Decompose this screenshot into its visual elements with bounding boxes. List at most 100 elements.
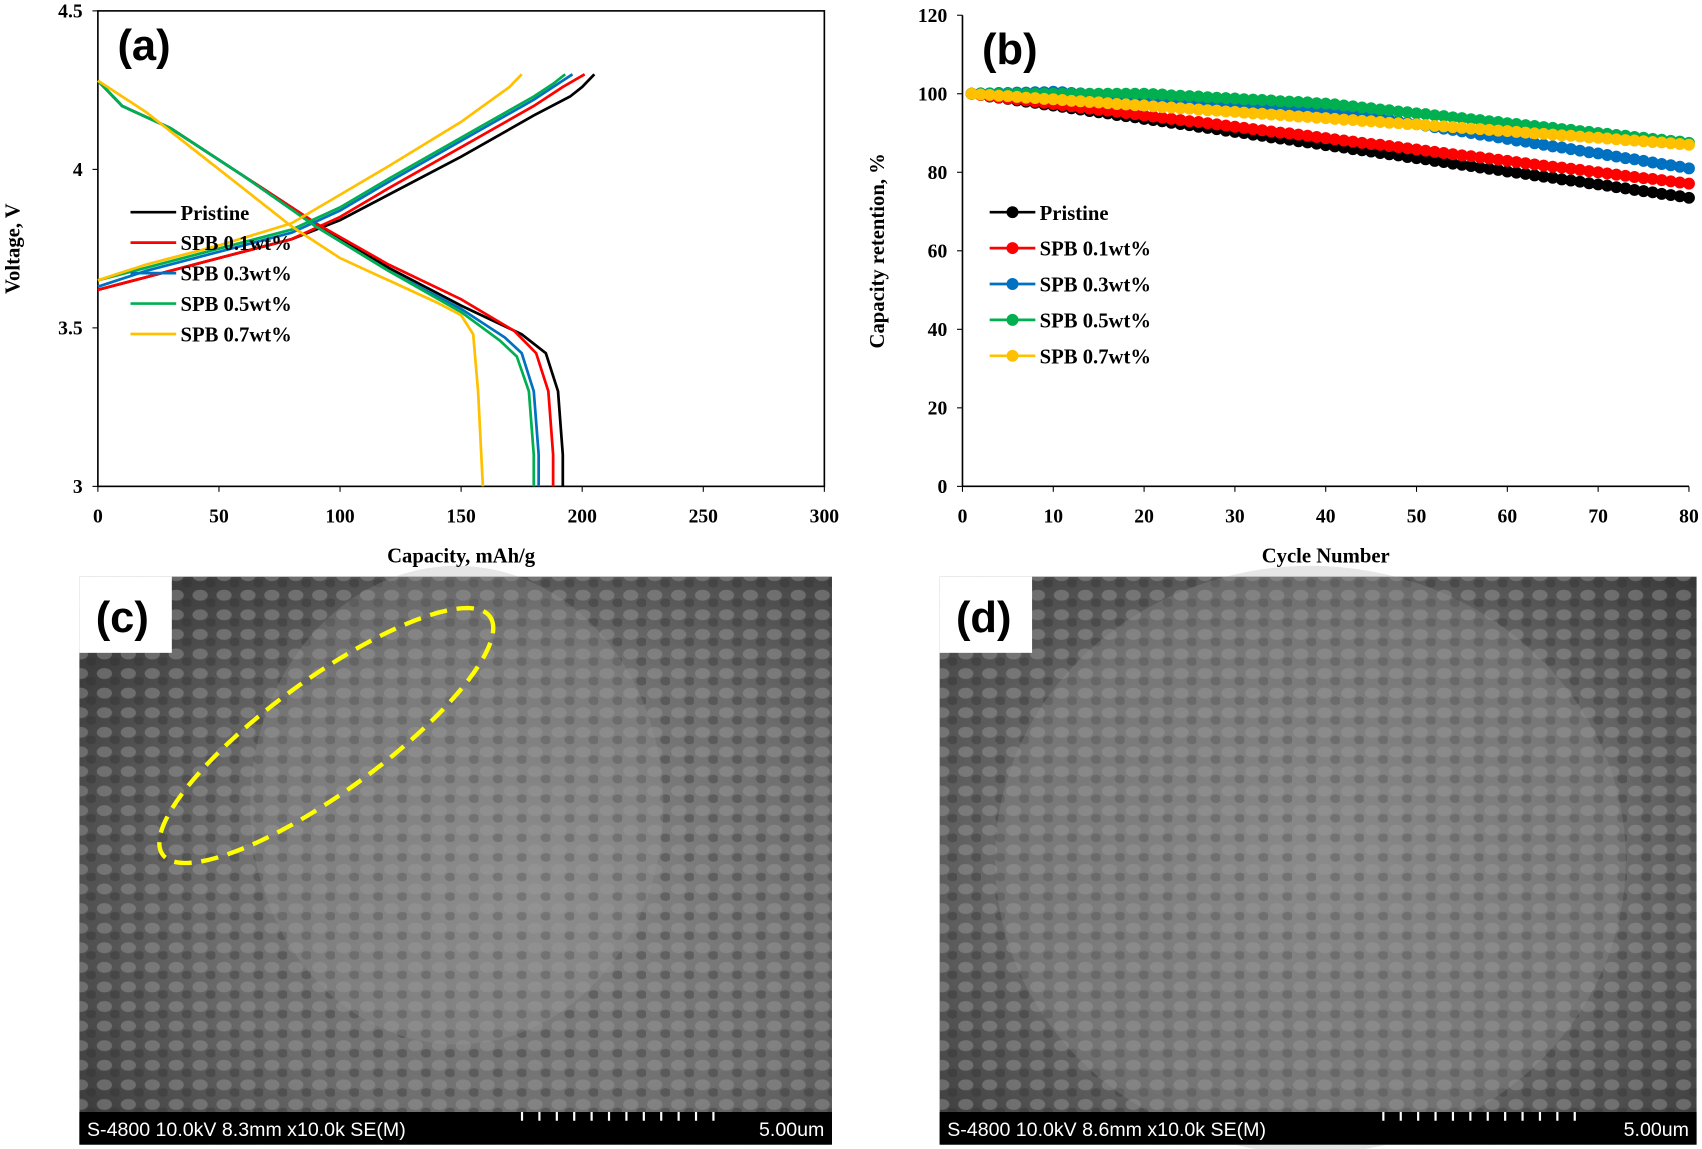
marker [1655,187,1668,200]
y-tick-label: 40 [928,320,948,341]
marker [1020,91,1033,104]
marker [1410,152,1423,165]
caption-bar [79,1112,832,1145]
marker [1592,131,1605,144]
panel-label: (c) [96,594,149,642]
marker [1646,172,1659,185]
marker [1537,159,1550,172]
marker [1274,126,1287,139]
marker [1174,114,1187,127]
marker [1610,181,1623,194]
x-tick-label: 50 [209,506,229,527]
marker [1319,97,1332,110]
marker [1564,143,1577,156]
series-line [96,73,574,487]
marker [1474,114,1487,127]
marker [1428,145,1441,158]
sem-image-d [939,565,1697,1149]
marker [1056,94,1069,107]
marker [1029,92,1042,105]
marker [1337,134,1350,147]
marker [1664,189,1677,202]
marker [1374,103,1387,116]
marker [1328,112,1341,125]
sem-texture [939,576,1697,1145]
legend-marker [1006,206,1019,219]
marker [1537,127,1550,140]
marker [1455,121,1468,134]
marker [1083,96,1096,108]
marker [1528,127,1541,140]
x-tick-label: 40 [1316,506,1336,527]
marker [1129,87,1141,100]
x-tick-label: 30 [1225,506,1245,527]
legend-label: SPB 0.1wt% [181,233,292,255]
marker [1183,90,1196,103]
marker [1374,116,1387,129]
marker [1546,128,1559,141]
marker [1428,109,1441,122]
x-tick-label: 250 [689,506,719,527]
marker [1392,149,1405,162]
sem-caption: S-4800 10.0kV 8.6mm x10.0k SE(M) [947,1119,1266,1141]
marker [1310,130,1323,143]
marker [1310,97,1323,110]
y-tick-label: 100 [918,84,948,105]
marker [1655,158,1668,171]
legend-label: SPB 0.7wt% [1040,346,1151,368]
marker [1601,149,1614,161]
marker [1401,142,1414,155]
marker [1119,107,1132,119]
marker [1528,158,1541,171]
marker [1537,170,1550,183]
legend-label: Pristine [1040,203,1109,225]
marker [1356,136,1369,149]
marker [1628,134,1641,147]
legend-marker [1006,242,1019,255]
marker [1119,87,1132,100]
marker [1129,99,1141,112]
marker [1528,169,1541,182]
marker [1592,166,1605,179]
marker [1319,132,1332,145]
marker [1419,108,1432,121]
marker [1346,114,1359,127]
y-axis-label: Voltage, V [3,203,25,294]
marker [1437,156,1450,169]
marker [1455,149,1468,162]
marker [1601,167,1614,180]
marker [1247,107,1260,120]
marker [1301,129,1314,142]
marker [1292,110,1305,123]
marker [1265,108,1278,121]
y-tick-label: 20 [928,398,948,419]
marker [1628,183,1641,196]
particle [995,565,1626,1149]
label-box [939,576,1033,653]
marker [1092,87,1105,100]
marker [1110,87,1123,100]
marker [1682,162,1695,175]
marker [1682,138,1695,151]
legend-marker [1006,349,1019,362]
marker [1564,174,1577,187]
marker [1619,152,1632,165]
marker [1365,115,1378,128]
marker [1228,120,1241,133]
marker [1210,104,1223,117]
marker [1573,130,1586,143]
marker [1247,93,1260,106]
marker [1083,87,1096,100]
marker [1573,144,1586,157]
marker [1628,171,1641,183]
marker [1092,96,1105,109]
marker [1374,138,1387,151]
marker [1437,147,1450,160]
legend-label: SPB 0.1wt% [1040,239,1151,261]
marker [1238,106,1250,119]
marker [1592,178,1605,191]
x-tick-label: 0 [93,506,103,527]
marker [1356,114,1369,127]
marker [1328,98,1341,111]
marker [1346,135,1359,148]
